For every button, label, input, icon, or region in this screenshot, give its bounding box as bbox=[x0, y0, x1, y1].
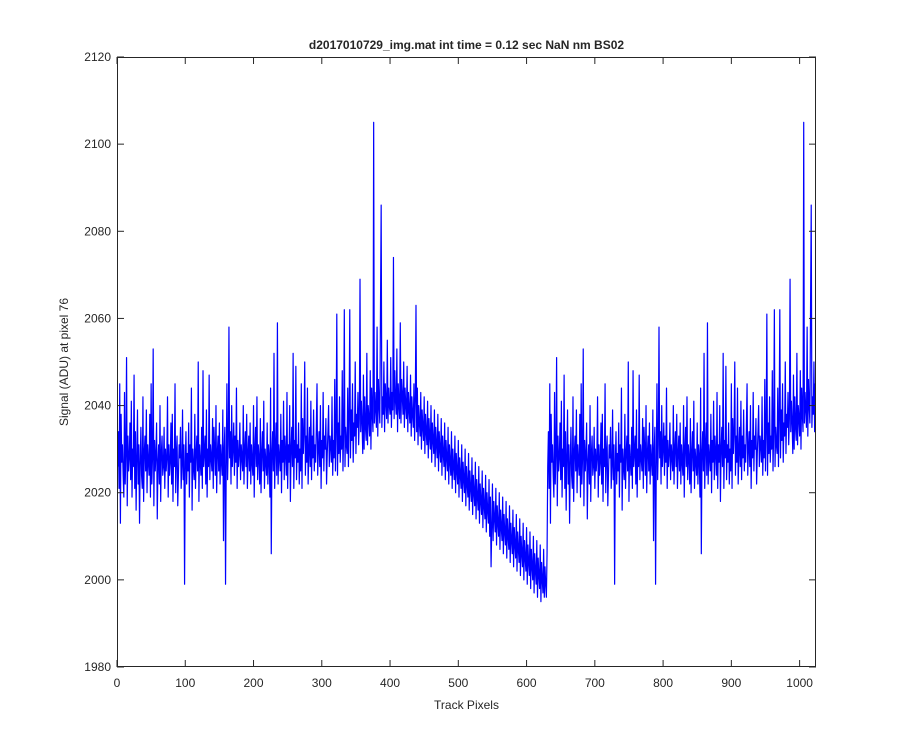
x-axis-label: Track Pixels bbox=[434, 698, 499, 712]
axes-background bbox=[117, 57, 816, 667]
y-tick-label: 2100 bbox=[84, 137, 111, 151]
y-tick-label: 1980 bbox=[84, 660, 111, 674]
y-tick-label: 2000 bbox=[84, 573, 111, 587]
x-tick-label: 800 bbox=[653, 676, 673, 690]
chart-title: d2017010729_img.mat int time = 0.12 sec … bbox=[309, 38, 624, 52]
series-layer bbox=[117, 121, 816, 603]
y-tick-label: 2060 bbox=[84, 311, 111, 325]
x-tick-label: 0 bbox=[114, 676, 121, 690]
x-tick-label: 900 bbox=[721, 676, 741, 690]
y-axis-label: Signal (ADU) at pixel 76 bbox=[57, 298, 71, 426]
y-tick-label: 2040 bbox=[84, 399, 111, 413]
x-tick-label: 700 bbox=[585, 676, 605, 690]
signal-series-line bbox=[117, 121, 816, 603]
y-axis-ticks: 1980 2000 2020 2040 2060 2080 2100 2120 bbox=[84, 50, 816, 674]
x-axis-ticks: 0 100 200 300 400 500 600 700 800 900 1000 bbox=[114, 57, 813, 690]
y-tick-label: 2120 bbox=[84, 50, 111, 64]
y-tick-label: 2020 bbox=[84, 486, 111, 500]
x-tick-label: 300 bbox=[312, 676, 332, 690]
y-tick-label: 2080 bbox=[84, 224, 111, 238]
x-tick-label: 600 bbox=[517, 676, 537, 690]
x-tick-label: 400 bbox=[380, 676, 400, 690]
x-tick-label: 500 bbox=[448, 676, 468, 690]
x-tick-label: 200 bbox=[244, 676, 264, 690]
axes-box bbox=[117, 57, 816, 667]
x-tick-label: 100 bbox=[175, 676, 195, 690]
x-tick-label: 1000 bbox=[786, 676, 813, 690]
